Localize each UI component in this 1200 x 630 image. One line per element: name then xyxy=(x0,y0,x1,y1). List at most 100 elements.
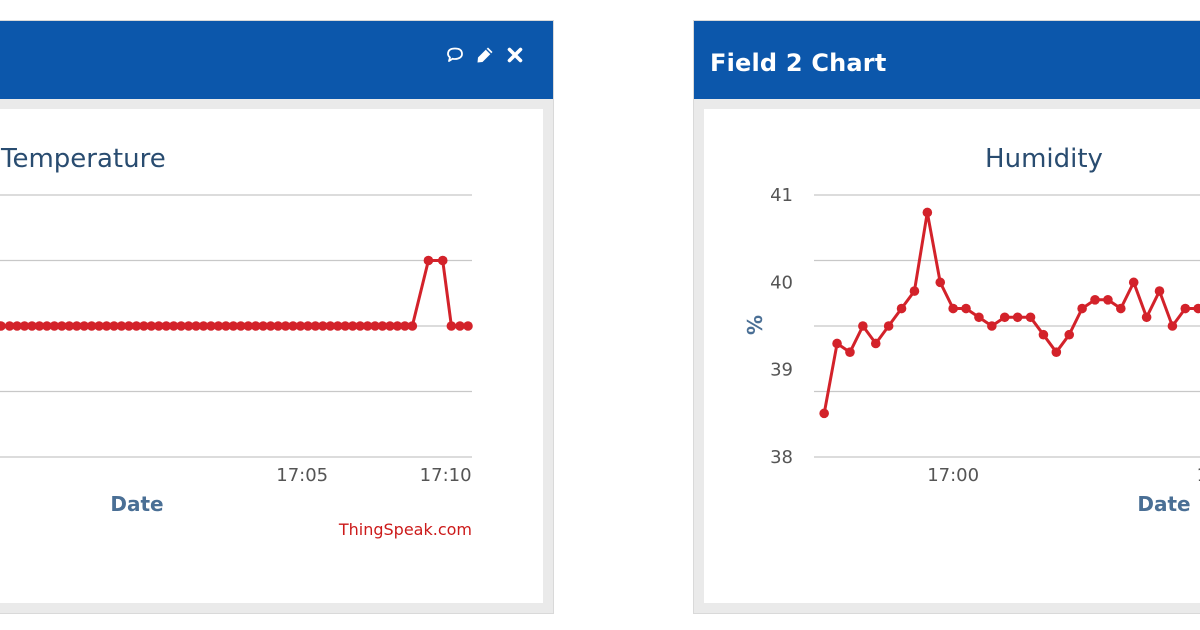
data-point[interactable] xyxy=(64,321,75,331)
data-point[interactable] xyxy=(19,321,30,331)
widget-header xyxy=(0,21,553,99)
data-point[interactable] xyxy=(1090,295,1100,305)
data-point[interactable] xyxy=(1193,303,1200,314)
data-point[interactable] xyxy=(161,321,172,331)
data-point[interactable] xyxy=(455,321,465,331)
data-point[interactable] xyxy=(832,338,842,349)
data-point[interactable] xyxy=(948,303,958,314)
data-point[interactable] xyxy=(935,277,946,288)
data-point[interactable] xyxy=(57,321,67,331)
chart-credit[interactable]: ThingSpeak.com xyxy=(338,520,472,539)
data-point[interactable] xyxy=(236,321,246,331)
data-point[interactable] xyxy=(1154,286,1165,296)
data-point[interactable] xyxy=(288,321,298,331)
data-point[interactable] xyxy=(446,321,457,331)
data-point[interactable] xyxy=(999,312,1010,323)
data-point[interactable] xyxy=(1012,312,1023,323)
data-point[interactable] xyxy=(131,321,142,331)
data-point[interactable] xyxy=(922,207,933,218)
data-point[interactable] xyxy=(4,321,15,331)
y-tick-label: 40 xyxy=(770,272,793,293)
data-point[interactable] xyxy=(79,321,89,331)
data-point[interactable] xyxy=(332,321,343,331)
data-point[interactable] xyxy=(896,303,907,314)
data-point[interactable] xyxy=(1064,329,1075,340)
data-point[interactable] xyxy=(213,321,224,331)
data-point[interactable] xyxy=(250,321,261,331)
data-point[interactable] xyxy=(1025,312,1036,323)
data-point[interactable] xyxy=(1180,303,1191,314)
x-tick-label: 17:05 xyxy=(276,465,328,486)
data-point[interactable] xyxy=(86,321,97,331)
data-point[interactable] xyxy=(987,321,997,331)
data-point[interactable] xyxy=(325,321,336,331)
data-point[interactable] xyxy=(198,321,209,331)
temperature-widget: Temperature 17:05 17:10 Date ThingSpeak.c… xyxy=(0,20,554,614)
data-point[interactable] xyxy=(463,321,473,331)
data-point[interactable] xyxy=(909,286,920,296)
data-point[interactable] xyxy=(265,321,276,331)
data-point[interactable] xyxy=(377,321,388,331)
comment-icon[interactable] xyxy=(445,45,465,67)
data-point[interactable] xyxy=(94,321,104,331)
data-point[interactable] xyxy=(183,321,194,331)
data-point[interactable] xyxy=(116,321,127,331)
data-point[interactable] xyxy=(870,338,881,349)
data-point[interactable] xyxy=(1128,277,1139,288)
data-point[interactable] xyxy=(34,321,45,331)
data-point[interactable] xyxy=(819,408,829,419)
data-point[interactable] xyxy=(1141,312,1152,323)
data-point[interactable] xyxy=(1077,303,1087,314)
data-point[interactable] xyxy=(243,321,254,331)
data-point[interactable] xyxy=(191,321,201,331)
data-point[interactable] xyxy=(12,321,22,331)
data-point[interactable] xyxy=(370,321,380,331)
data-point[interactable] xyxy=(385,321,395,331)
data-point[interactable] xyxy=(280,321,291,331)
data-point[interactable] xyxy=(858,321,868,331)
data-point[interactable] xyxy=(392,321,403,331)
data-point[interactable] xyxy=(109,321,119,331)
data-point[interactable] xyxy=(206,321,216,331)
data-point[interactable] xyxy=(176,321,186,331)
pencil-icon[interactable] xyxy=(475,45,495,67)
data-point[interactable] xyxy=(340,321,351,331)
data-point[interactable] xyxy=(355,321,365,331)
data-point[interactable] xyxy=(1038,329,1049,340)
data-point[interactable] xyxy=(318,321,328,331)
data-point[interactable] xyxy=(49,321,60,331)
data-point[interactable] xyxy=(347,321,358,331)
data-point[interactable] xyxy=(400,321,410,331)
data-point[interactable] xyxy=(1167,321,1178,331)
data-point[interactable] xyxy=(423,255,434,266)
data-point[interactable] xyxy=(845,347,855,357)
data-point[interactable] xyxy=(883,321,894,331)
data-point[interactable] xyxy=(303,321,313,331)
data-point[interactable] xyxy=(437,255,448,266)
data-point[interactable] xyxy=(153,321,164,331)
data-point[interactable] xyxy=(221,321,231,331)
data-point[interactable] xyxy=(1116,303,1126,314)
data-point[interactable] xyxy=(407,321,418,331)
data-point[interactable] xyxy=(273,321,283,331)
data-point[interactable] xyxy=(101,321,112,331)
data-point[interactable] xyxy=(362,321,373,331)
temperature-chart: Temperature 17:05 17:10 Date ThingSpeak.c… xyxy=(0,144,473,539)
data-point[interactable] xyxy=(1103,295,1113,305)
data-point[interactable] xyxy=(310,321,321,331)
data-point[interactable] xyxy=(258,321,268,331)
data-point[interactable] xyxy=(146,321,157,331)
close-icon[interactable] xyxy=(505,45,525,67)
data-point[interactable] xyxy=(42,321,52,331)
data-point[interactable] xyxy=(139,321,149,331)
data-point[interactable] xyxy=(1051,347,1062,357)
data-point[interactable] xyxy=(168,321,179,331)
data-point[interactable] xyxy=(295,321,306,331)
data-point[interactable] xyxy=(228,321,239,331)
data-point[interactable] xyxy=(961,303,971,314)
data-point[interactable] xyxy=(124,321,134,331)
data-point[interactable] xyxy=(974,312,984,323)
data-point[interactable] xyxy=(71,321,82,331)
data-point[interactable] xyxy=(0,321,6,331)
data-point[interactable] xyxy=(27,321,37,331)
